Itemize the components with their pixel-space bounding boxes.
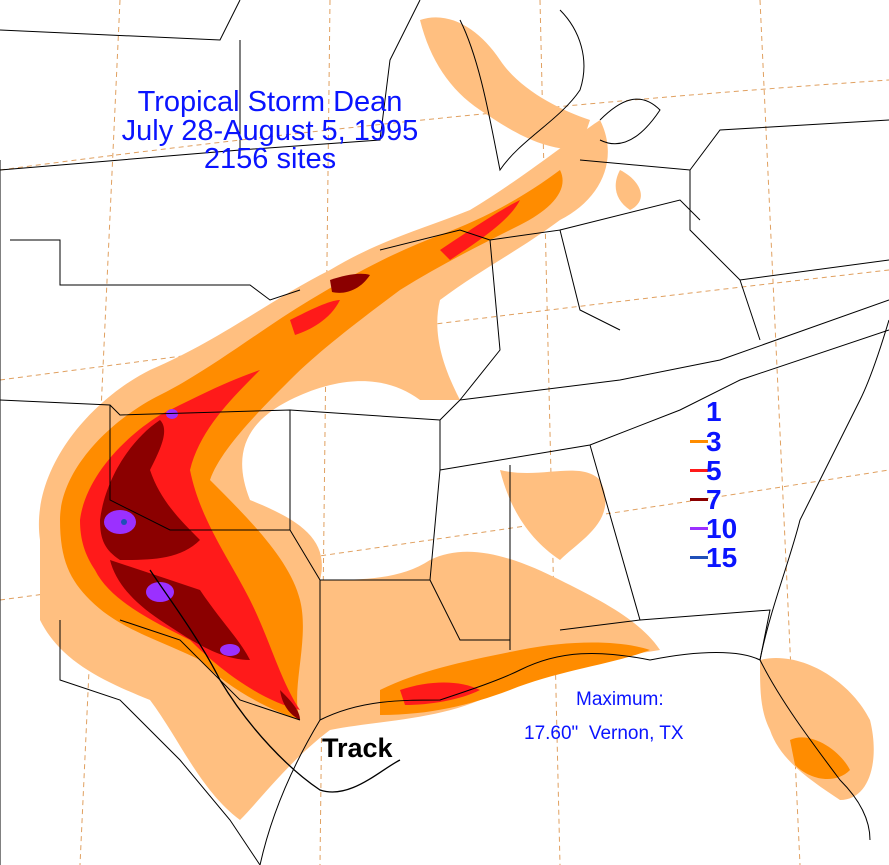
- legend-value: 10: [706, 513, 738, 544]
- storm-track-line: [149, 569, 401, 793]
- maximum-label: Maximum:: [576, 689, 664, 710]
- legend-swatch: [690, 469, 708, 472]
- rainfall-10in: [104, 409, 240, 656]
- rainfall-15in: [121, 519, 127, 525]
- title-line-1: Tropical Storm Dean: [137, 86, 403, 118]
- legend-item-10: 10: [690, 515, 770, 545]
- legend-swatch: [690, 556, 708, 559]
- legend-item-5: 5: [690, 457, 770, 487]
- legend-item-3: 3: [690, 428, 770, 458]
- track-label: Track: [322, 733, 393, 763]
- legend-swatch: [690, 440, 708, 443]
- legend-swatch: [690, 498, 708, 501]
- legend-item-15: 15: [690, 544, 770, 574]
- maximum-value: 17.60" Vernon, TX: [524, 723, 684, 744]
- legend-value: 15: [706, 542, 738, 573]
- coastline: [259, 9, 889, 865]
- title-line-2: July 28-August 5, 1995: [121, 115, 419, 147]
- legend-value: 5: [706, 455, 722, 486]
- legend-value: 3: [706, 426, 722, 457]
- title-line-3: 2156 sites: [203, 143, 337, 175]
- legend-item-7: 7: [690, 486, 770, 516]
- legend-value: 7: [706, 484, 722, 515]
- legend-swatch: [690, 527, 708, 530]
- legend-value: 1: [706, 396, 722, 427]
- legend-item-1: 1: [690, 398, 770, 428]
